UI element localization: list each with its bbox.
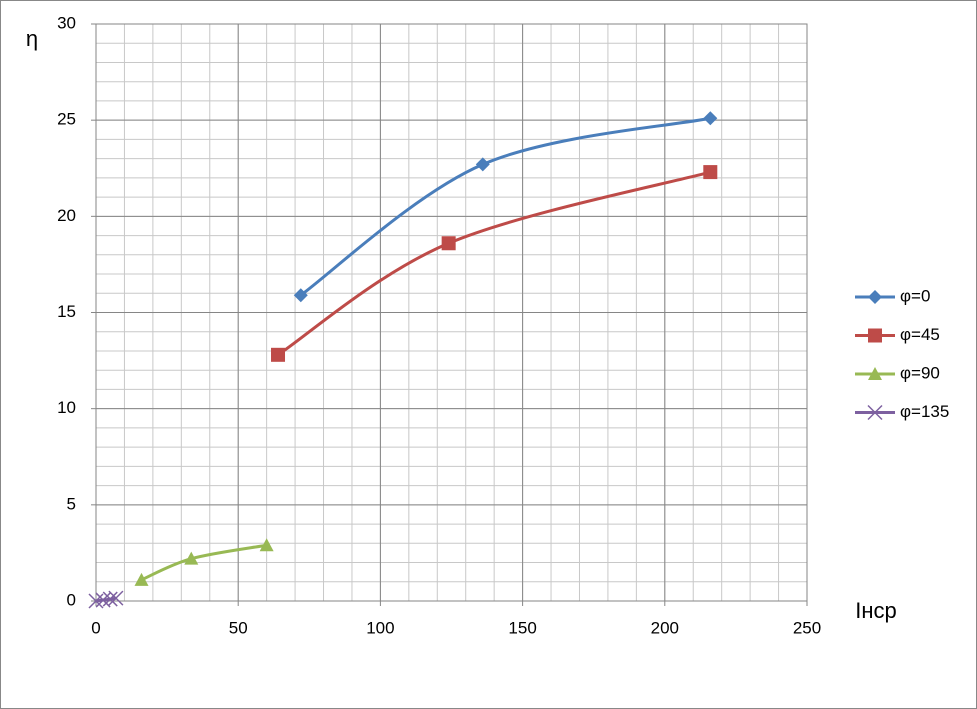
series-line	[95, 596, 117, 603]
y-tick-label: 0	[67, 590, 76, 609]
x-tick-label: 250	[793, 618, 821, 637]
legend-marker	[867, 404, 883, 421]
legend-marker	[868, 367, 882, 380]
legend-label: φ=0	[900, 286, 930, 305]
data-point	[184, 551, 199, 565]
x-tick-label: 50	[229, 618, 248, 637]
data-point	[703, 111, 718, 126]
data-point	[271, 347, 286, 362]
x-tick-label: 100	[366, 618, 394, 637]
data-point	[102, 591, 118, 607]
data-point	[293, 288, 308, 303]
data-point	[475, 157, 490, 172]
data-point	[95, 592, 111, 608]
data-point	[441, 236, 456, 251]
y-tick-label: 5	[67, 494, 76, 513]
x-tick-label: 200	[651, 618, 679, 637]
legend-label: φ=45	[900, 325, 940, 344]
data-point	[134, 572, 149, 586]
data-point	[259, 538, 274, 552]
x-axis-label: Iнср	[855, 598, 897, 623]
x-tick-label: 150	[508, 618, 536, 637]
data-point	[108, 590, 124, 606]
data-point	[88, 593, 104, 609]
y-tick-label: 15	[57, 302, 76, 321]
legend-marker	[868, 328, 882, 343]
y-tick-label: 20	[57, 206, 76, 225]
legend-marker	[868, 290, 882, 304]
legend-label: φ=90	[900, 363, 940, 382]
y-axis-label: η	[26, 26, 38, 51]
data-point	[703, 165, 718, 180]
x-tick-label: 0	[91, 618, 100, 637]
plot-frame	[95, 23, 808, 602]
y-tick-label: 25	[57, 110, 76, 129]
y-tick-label: 30	[57, 13, 76, 32]
y-tick-label: 10	[57, 398, 76, 417]
legend-label: φ=135	[900, 402, 949, 421]
